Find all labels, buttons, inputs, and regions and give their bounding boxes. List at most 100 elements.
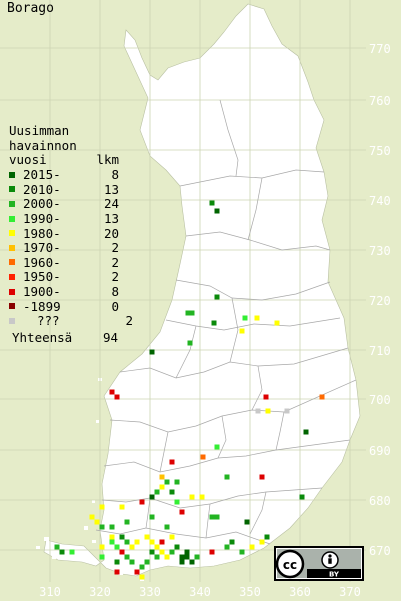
easting-axis-labels: 310 320 330 340 350 360 370 [39, 585, 361, 599]
occurrence-dot [94, 519, 100, 525]
land-mass [43, 3, 361, 577]
cc-by-license-badge[interactable]: cc BY [274, 546, 364, 581]
northing-label: 760 [369, 94, 391, 108]
occurrence-dot [194, 554, 200, 560]
occurrence-dot [214, 294, 220, 300]
occurrence-dot [99, 554, 105, 560]
easting-label: 330 [139, 585, 161, 599]
legend-heading-line3: vuosi [9, 152, 47, 167]
legend-row: 1990- 13 [9, 211, 133, 226]
legend-swatch [9, 186, 15, 193]
occurrence-dot [99, 544, 105, 550]
occurrence-dot [149, 539, 155, 545]
legend-row: 2010- 13 [9, 182, 133, 197]
legend-swatch [9, 303, 15, 310]
legend-year-label: ??? [37, 313, 60, 329]
occurrence-dot [224, 544, 230, 550]
legend-row: ??? 2 [9, 313, 133, 328]
legend-year-label: 1960- [23, 254, 61, 270]
legend-swatch [9, 288, 15, 295]
legend-count: 24 [103, 196, 119, 212]
occurrence-dot [303, 429, 309, 435]
occurrence-dot [124, 519, 130, 525]
occurrence-dot [59, 549, 65, 555]
occurrence-dot [124, 554, 130, 560]
occurrence-dot [169, 549, 175, 555]
legend-count: 2 [111, 254, 119, 270]
occurrence-dot [164, 554, 170, 560]
occurrence-dot [200, 454, 206, 460]
occurrence-dot [114, 394, 120, 400]
occurrence-dot [209, 549, 215, 555]
occurrence-dot [169, 459, 175, 465]
legend-count: 8 [111, 284, 119, 300]
occurrence-dot [119, 534, 125, 540]
easting-label: 360 [289, 585, 311, 599]
legend-swatch [9, 200, 15, 207]
occurrence-dot [154, 544, 160, 550]
legend-row: 1950- 2 [9, 269, 133, 285]
occurrence-dot [179, 554, 185, 560]
occurrence-dot [189, 310, 195, 316]
legend-row: 1960- 2 [9, 255, 133, 270]
occurrence-dot [109, 534, 115, 540]
legend-year-label: 2015- [23, 167, 61, 183]
legend-swatch [9, 215, 15, 222]
occurrence-dot [319, 394, 325, 400]
occurrence-dot [214, 514, 220, 520]
coordinate-grid [0, 0, 366, 582]
occurrence-dot [139, 574, 145, 580]
occurrence-dot [244, 519, 250, 525]
occurrence-dot [199, 494, 205, 500]
legend-year-label: 2000- [23, 196, 61, 212]
occurrence-dot [124, 539, 130, 545]
cc-text: cc [283, 558, 297, 572]
legend-year-label: 1980- [23, 225, 61, 241]
legend-year-label: 1900- [23, 284, 61, 300]
legend-total-row: Yhteensä 94 [12, 330, 133, 345]
northing-label: 770 [369, 42, 391, 56]
occurrence-dot [129, 544, 135, 550]
northing-label: 750 [369, 144, 391, 158]
legend-count: 13 [103, 181, 119, 197]
occurrence-dot [239, 549, 245, 555]
legend-total-count: 94 [102, 330, 118, 346]
legend-count: 20 [103, 225, 119, 241]
map-title: Borago [7, 1, 54, 16]
northing-axis-labels: 770 760 750 740 730 720 710 700 690 680 670 [369, 42, 391, 558]
northing-label: 710 [369, 344, 391, 358]
occurrence-dot [265, 408, 271, 414]
occurrence-dot [299, 494, 305, 500]
northing-label: 720 [369, 294, 391, 308]
occurrence-dot [284, 408, 290, 414]
legend-swatch [9, 230, 15, 237]
occurrence-dot [254, 315, 260, 321]
occurrence-dot [149, 349, 155, 355]
legend-year-label: 1970- [23, 240, 61, 256]
northing-label: 700 [369, 393, 391, 407]
occurrence-dot [99, 504, 105, 510]
occurrence-dot [214, 208, 220, 214]
northing-label: 740 [369, 194, 391, 208]
legend-count: 2 [111, 240, 119, 256]
occurrence-dot [134, 569, 140, 575]
northing-label: 670 [369, 544, 391, 558]
occurrence-dot [259, 539, 265, 545]
northing-label: 680 [369, 494, 391, 508]
occurrence-dot [154, 489, 160, 495]
legend-year-label: 2010- [23, 181, 61, 197]
easting-label: 350 [239, 585, 261, 599]
legend-row: -1899 0 [9, 299, 133, 314]
occurrence-dot [159, 484, 165, 490]
legend-heading-line2: havainnon [9, 137, 77, 153]
legend-count: 2 [111, 269, 119, 285]
occurrence-dot [154, 554, 160, 560]
occurrence-dot [179, 509, 185, 515]
cc-icon [275, 549, 305, 579]
occurrence-dot [189, 494, 195, 500]
legend-row: 2015- 8 [9, 167, 133, 183]
occurrence-dot [239, 328, 245, 334]
occurrence-dot [179, 559, 185, 565]
